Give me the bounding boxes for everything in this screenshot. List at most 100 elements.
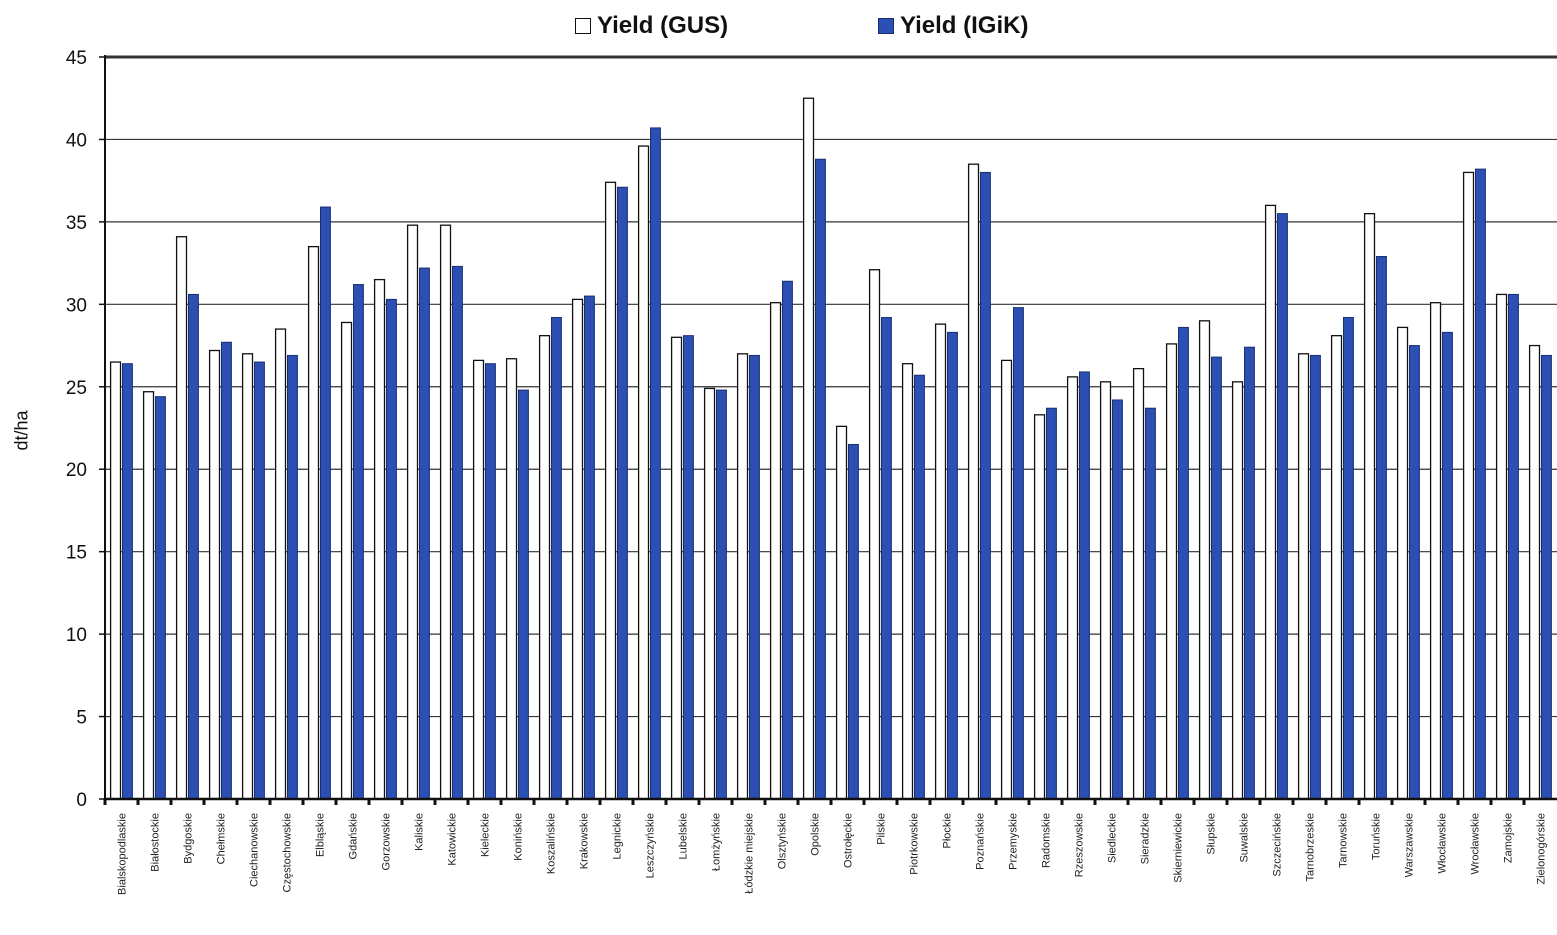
bar-gus-26 xyxy=(967,163,980,800)
x-tick-label-31: Sieradzkie xyxy=(1140,813,1152,864)
x-tick-label-23: Pilskie xyxy=(876,813,888,845)
bar-igik-13 xyxy=(551,317,562,800)
legend-item-igik: Yield (IGiK) xyxy=(878,12,1028,40)
legend-swatch-igik xyxy=(878,18,894,34)
bar-gus-21 xyxy=(802,97,815,800)
x-tick-label-33: Słupskie xyxy=(1206,813,1218,855)
bar-gus-5 xyxy=(274,328,287,800)
bar-gus-11 xyxy=(472,359,485,800)
y-tick-labels: 0 5 10 15 20 25 30 35 40 45 xyxy=(66,48,87,811)
bar-gus-37 xyxy=(1330,335,1343,800)
bar-igik-29 xyxy=(1079,371,1090,800)
bar-igik-24 xyxy=(914,374,925,800)
bar-igik-43 xyxy=(1541,354,1552,800)
bar-gus-8 xyxy=(373,278,386,800)
bar-igik-42 xyxy=(1508,293,1519,800)
x-tick-label-20: Olsztyńskie xyxy=(777,813,789,869)
bar-igik-4 xyxy=(254,361,265,800)
bar-gus-6 xyxy=(307,245,320,800)
x-tick-label-5: Częstochowskie xyxy=(282,813,294,892)
x-tick-label-11: Kieleckie xyxy=(480,813,492,857)
bar-gus-10 xyxy=(439,224,452,800)
bar-igik-37 xyxy=(1343,317,1354,800)
bar-gus-13 xyxy=(538,335,551,800)
x-tick-label-2: Bydgoskie xyxy=(183,813,195,864)
x-tick-label-28: Radomskie xyxy=(1041,813,1053,868)
bar-igik-35 xyxy=(1277,213,1288,800)
x-tick-label-38: Toruńskie xyxy=(1371,813,1383,860)
x-tick-label-16: Leszczyńskie xyxy=(645,813,657,878)
bar-gus-3 xyxy=(208,349,221,800)
x-tick-label-37: Tarnowskie xyxy=(1338,813,1350,868)
bar-gus-0 xyxy=(109,361,122,800)
y-tick-label-40: 40 xyxy=(66,130,87,151)
y-tick-label-25: 25 xyxy=(66,378,87,399)
bar-gus-2 xyxy=(175,236,188,800)
x-tick-label-40: Włocławskie xyxy=(1437,813,1449,874)
axes xyxy=(99,55,1557,805)
bar-gus-23 xyxy=(868,269,881,800)
bar-igik-18 xyxy=(716,389,727,800)
bar-igik-26 xyxy=(980,171,991,800)
bar-gus-32 xyxy=(1165,343,1178,800)
bar-igik-12 xyxy=(518,389,529,800)
bar-gus-9 xyxy=(406,224,419,800)
bar-igik-40 xyxy=(1442,331,1453,800)
y-tick-label-35: 35 xyxy=(66,213,87,234)
x-tick-label-6: Elbląskie xyxy=(315,813,327,857)
legend-label-gus: Yield (GUS) xyxy=(597,12,729,39)
x-tick-label-41: Wrocławskie xyxy=(1470,813,1482,875)
bar-gus-4 xyxy=(241,353,254,800)
bar-gus-39 xyxy=(1396,326,1409,800)
y-axis-label: dt/ha xyxy=(10,400,40,460)
bar-igik-3 xyxy=(221,341,232,800)
y-tick-label-45: 45 xyxy=(66,48,87,69)
bar-igik-1 xyxy=(155,396,166,800)
bar-igik-30 xyxy=(1112,399,1123,800)
x-tick-label-25: Płockie xyxy=(942,813,954,848)
y-axis-label-text: dt/ha xyxy=(11,410,32,451)
x-tick-label-13: Koszalińskie xyxy=(546,813,558,874)
x-tick-label-34: Suwalskie xyxy=(1239,813,1251,863)
x-tick-label-43: Zielonogórskie xyxy=(1536,813,1548,885)
x-tick-label-18: Łomżyńskie xyxy=(711,813,723,871)
x-tick-label-1: Białostockie xyxy=(150,813,162,872)
bar-gus-42 xyxy=(1495,293,1508,800)
bar-gus-7 xyxy=(340,321,353,800)
x-tick-label-3: Chełmskie xyxy=(216,813,228,864)
bar-igik-36 xyxy=(1310,354,1321,800)
bar-gus-34 xyxy=(1231,381,1244,800)
x-tick-label-15: Legnickie xyxy=(612,813,624,859)
x-tick-label-32: Skierniewickie xyxy=(1173,813,1185,883)
x-tick-label-9: Kaliskie xyxy=(414,813,426,851)
bar-gus-16 xyxy=(637,145,650,800)
bar-igik-11 xyxy=(485,363,496,800)
bar-gus-33 xyxy=(1198,320,1211,800)
x-tick-label-22: Ostrołęckie xyxy=(843,813,855,868)
bar-igik-16 xyxy=(650,127,661,800)
y-tick-label-0: 0 xyxy=(76,790,87,811)
bar-igik-25 xyxy=(947,331,958,800)
bar-gus-36 xyxy=(1297,353,1310,800)
legend-label-igik: Yield (IGiK) xyxy=(900,12,1029,39)
x-tick-label-26: Poznańskie xyxy=(975,813,987,870)
bar-igik-28 xyxy=(1046,407,1057,800)
bar-igik-8 xyxy=(386,298,397,800)
y-tick-label-20: 20 xyxy=(66,460,87,481)
bar-igik-17 xyxy=(683,335,694,800)
bar-igik-20 xyxy=(782,280,793,800)
bar-igik-21 xyxy=(815,158,826,800)
x-tick-label-12: Konińskie xyxy=(513,813,525,861)
bars xyxy=(109,97,1552,800)
bar-gus-30 xyxy=(1099,381,1112,800)
bar-gus-35 xyxy=(1264,204,1277,800)
x-tick-label-4: Ciechanowskie xyxy=(249,813,261,887)
bar-igik-15 xyxy=(617,186,628,800)
bar-gus-28 xyxy=(1033,414,1046,800)
bar-gus-22 xyxy=(835,425,848,800)
y-tick-label-5: 5 xyxy=(76,708,87,729)
bar-igik-38 xyxy=(1376,256,1387,800)
bar-igik-14 xyxy=(584,295,595,800)
bar-igik-31 xyxy=(1145,407,1156,800)
